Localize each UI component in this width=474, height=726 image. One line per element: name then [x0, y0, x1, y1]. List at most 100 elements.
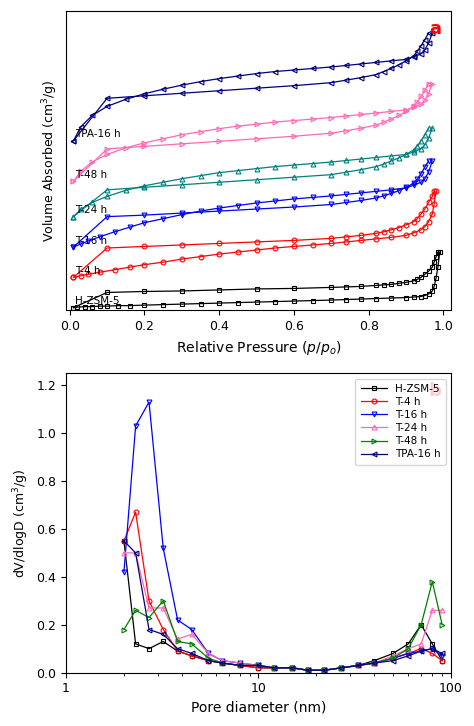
TPA-16 h: [429, 644, 435, 653]
T-24 h: [271, 664, 276, 672]
T-48 h: [390, 654, 396, 663]
T-48 h: [175, 637, 181, 646]
H-ZSM-5: [133, 640, 138, 648]
T-48 h: [321, 666, 327, 674]
TPA-16 h: [219, 658, 225, 667]
T-4 h: [271, 664, 276, 672]
T-24 h: [133, 549, 138, 558]
T-24 h: [219, 656, 225, 665]
T-4 h: [418, 644, 424, 653]
T-24 h: [237, 658, 243, 667]
T-48 h: [429, 577, 435, 586]
T-16 h: [390, 654, 396, 663]
T-48 h: [255, 661, 261, 670]
H-ZSM-5: [321, 666, 327, 674]
Text: H-ZSM-5: H-ZSM-5: [75, 296, 120, 306]
T-24 h: [175, 635, 181, 643]
T-24 h: [121, 549, 127, 558]
H-ZSM-5: [255, 664, 261, 672]
T-16 h: [405, 649, 411, 658]
T-4 h: [160, 625, 166, 634]
T-24 h: [372, 658, 377, 667]
T-16 h: [321, 666, 327, 674]
TPA-16 h: [439, 649, 445, 658]
T-4 h: [189, 651, 194, 660]
T-16 h: [189, 625, 194, 634]
T-48 h: [133, 606, 138, 615]
T-4 h: [255, 664, 261, 672]
T-16 h: [356, 661, 361, 670]
H-ZSM-5: [146, 644, 152, 653]
Y-axis label: Volume Absorbed (cm$^3$/g): Volume Absorbed (cm$^3$/g): [41, 79, 60, 242]
T-16 h: [338, 664, 344, 672]
H-ZSM-5: [160, 637, 166, 646]
T-48 h: [372, 658, 377, 667]
TPA-16 h: [290, 664, 295, 672]
T-4 h: [338, 664, 344, 672]
T-4 h: [206, 656, 211, 665]
TPA-16 h: [321, 666, 327, 674]
Text: T-4 h: T-4 h: [75, 266, 101, 276]
T-16 h: [271, 664, 276, 672]
TPA-16 h: [160, 630, 166, 639]
H-ZSM-5: [271, 664, 276, 672]
T-24 h: [305, 666, 310, 674]
TPA-16 h: [271, 664, 276, 672]
H-ZSM-5: [356, 661, 361, 670]
Y-axis label: dV/dlogD (cm$^3$/g): dV/dlogD (cm$^3$/g): [11, 468, 31, 578]
H-ZSM-5: [439, 656, 445, 665]
H-ZSM-5: [206, 656, 211, 665]
T-48 h: [271, 664, 276, 672]
Text: a: a: [429, 20, 441, 38]
H-ZSM-5: [175, 647, 181, 656]
Line: T-16 h: T-16 h: [121, 399, 445, 673]
T-4 h: [429, 649, 435, 658]
TPA-16 h: [390, 656, 396, 665]
TPA-16 h: [206, 656, 211, 665]
T-48 h: [405, 644, 411, 653]
TPA-16 h: [175, 644, 181, 653]
T-4 h: [175, 647, 181, 656]
T-4 h: [121, 537, 127, 545]
T-4 h: [305, 666, 310, 674]
T-24 h: [290, 664, 295, 672]
T-4 h: [439, 656, 445, 665]
T-24 h: [429, 606, 435, 615]
TPA-16 h: [237, 661, 243, 670]
T-48 h: [305, 666, 310, 674]
T-4 h: [219, 658, 225, 667]
H-ZSM-5: [121, 537, 127, 545]
T-48 h: [121, 625, 127, 634]
T-48 h: [418, 621, 424, 629]
T-24 h: [405, 644, 411, 653]
T-24 h: [321, 666, 327, 674]
Line: H-ZSM-5: H-ZSM-5: [121, 539, 445, 673]
T-16 h: [133, 422, 138, 431]
Text: T-16 h: T-16 h: [75, 236, 108, 245]
T-48 h: [338, 664, 344, 672]
T-4 h: [146, 597, 152, 605]
Text: T-48 h: T-48 h: [75, 170, 108, 180]
TPA-16 h: [189, 649, 194, 658]
H-ZSM-5: [305, 666, 310, 674]
TPA-16 h: [255, 661, 261, 670]
Line: T-48 h: T-48 h: [121, 579, 445, 673]
H-ZSM-5: [390, 649, 396, 658]
T-24 h: [356, 661, 361, 670]
T-24 h: [146, 603, 152, 612]
H-ZSM-5: [189, 651, 194, 660]
H-ZSM-5: [290, 664, 295, 672]
TPA-16 h: [338, 664, 344, 672]
Text: b: b: [428, 383, 441, 400]
T-16 h: [146, 398, 152, 407]
T-16 h: [429, 644, 435, 653]
T-48 h: [206, 654, 211, 663]
T-16 h: [219, 656, 225, 665]
Line: TPA-16 h: TPA-16 h: [121, 539, 445, 673]
TPA-16 h: [121, 537, 127, 545]
H-ZSM-5: [338, 664, 344, 672]
T-16 h: [290, 664, 295, 672]
TPA-16 h: [372, 658, 377, 667]
T-4 h: [133, 508, 138, 517]
TPA-16 h: [305, 666, 310, 674]
